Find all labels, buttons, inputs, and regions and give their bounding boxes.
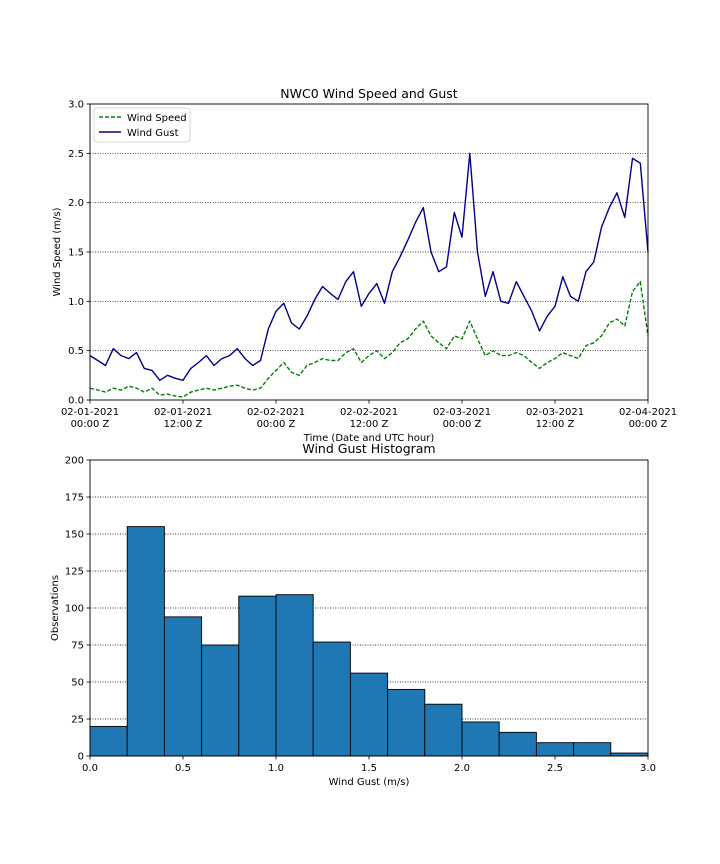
chart1-y-axis-label: Wind Speed (m/s) xyxy=(52,207,63,296)
chart2-y-tick-label: 75 xyxy=(71,641,84,652)
chart2-y-tick-label: 150 xyxy=(65,530,84,541)
chart2-x-tick-label: 1.5 xyxy=(361,763,377,774)
chart1-legend: Wind Speed Wind Gust xyxy=(93,107,191,143)
chart1-x-tick-label-hour: 00:00 Z xyxy=(629,419,668,430)
chart2-y-tick-label: 0 xyxy=(78,752,84,763)
chart1-y-tick-label: 2.5 xyxy=(68,149,84,160)
chart1-x-tick-label-hour: 12:00 Z xyxy=(350,419,389,430)
chart1-x-tick-label-date: 02-03-2021 xyxy=(433,407,491,418)
chart2-x-ticks: 0.0 0.5 1.0 1.5 2.0 2.5 3.0 xyxy=(82,756,656,774)
chart2-y-tick-label: 175 xyxy=(65,493,84,504)
chart2-x-tick-label: 3.0 xyxy=(640,763,656,774)
chart2-x-tick-label: 1.0 xyxy=(268,763,284,774)
legend-label-wind-speed: Wind Speed xyxy=(127,113,187,124)
chart2-bars xyxy=(89,526,649,757)
chart1-y-tick-label: 0.0 xyxy=(68,396,84,407)
histogram-bar xyxy=(461,721,500,757)
chart1-x-tick-label-hour: 00:00 Z xyxy=(257,419,296,430)
histogram-bar xyxy=(573,742,612,757)
histogram-bar xyxy=(126,526,165,757)
wind-gust-histogram-chart: Wind Gust Histogram 0 25 50 75 100 125 150 175 2… xyxy=(50,441,656,788)
histogram-bar xyxy=(387,688,426,757)
chart2-title: Wind Gust Histogram xyxy=(302,441,435,456)
chart2-y-tick-label: 50 xyxy=(71,678,84,689)
chart1-x-tick-label-date: 02-03-2021 xyxy=(526,407,584,418)
chart1-y-tick-label: 1.5 xyxy=(68,248,84,259)
chart1-y-tick-label: 3.0 xyxy=(68,100,84,111)
histogram-bar xyxy=(89,725,128,757)
chart1-title: NWC0 Wind Speed and Gust xyxy=(280,86,458,101)
chart1-x-tick-label-hour: 12:00 Z xyxy=(164,419,203,430)
histogram-bar xyxy=(312,641,351,757)
histogram-bar xyxy=(535,742,575,757)
chart2-y-tick-label: 125 xyxy=(65,567,84,578)
chart1-x-tick-label-hour: 00:00 Z xyxy=(443,419,482,430)
chart1-x-tick-label-hour: 12:00 Z xyxy=(536,419,575,430)
series-line-wind-speed xyxy=(89,280,649,398)
chart1-gridlines xyxy=(90,152,648,352)
histogram-bar xyxy=(238,595,277,757)
chart2-y-ticks: 0 25 50 75 100 125 150 175 200 xyxy=(65,456,90,763)
histogram-bar xyxy=(163,616,203,757)
histogram-bar xyxy=(275,594,314,757)
chart2-y-tick-label: 100 xyxy=(65,604,84,615)
histogram-bar xyxy=(349,672,389,757)
histogram-bar xyxy=(498,731,537,757)
chart1-x-tick-label-date: 02-02-2021 xyxy=(340,407,398,418)
chart1-x-tick-label-date: 02-04-2021 xyxy=(619,407,677,418)
chart1-series xyxy=(89,152,649,398)
chart1-x-tick-label-hour: 00:00 Z xyxy=(71,419,110,430)
chart2-x-tick-label: 2.0 xyxy=(454,763,470,774)
chart2-x-axis-label: Wind Gust (m/s) xyxy=(329,777,410,788)
chart1-x-tick-label-date: 02-01-2021 xyxy=(154,407,212,418)
histogram-bar xyxy=(424,703,463,757)
chart2-y-tick-label: 200 xyxy=(65,456,84,467)
chart1-x-axis-label: Time (Date and UTC hour) xyxy=(303,433,435,444)
chart1-x-tick-label-date: 02-01-2021 xyxy=(61,407,119,418)
chart1-y-tick-label: 1.0 xyxy=(68,297,84,308)
chart1-y-ticks: 0.0 0.5 1.0 1.5 2.0 2.5 3.0 xyxy=(68,100,90,407)
chart2-x-tick-label: 0.5 xyxy=(175,763,191,774)
chart2-x-tick-label: 0.0 xyxy=(82,763,98,774)
series-line-wind-gust xyxy=(89,152,649,381)
histogram-bar xyxy=(201,644,240,757)
chart1-x-tick-label-date: 02-02-2021 xyxy=(247,407,305,418)
chart2-x-tick-label: 2.5 xyxy=(547,763,563,774)
wind-speed-gust-chart: NWC0 Wind Speed and Gust 0.0 0.5 1.0 1.5 2.0… xyxy=(52,86,677,444)
chart1-plot-frame xyxy=(89,103,649,401)
legend-label-wind-gust: Wind Gust xyxy=(127,128,179,139)
chart1-y-tick-label: 0.5 xyxy=(68,346,84,357)
chart2-y-axis-label: Observations xyxy=(50,575,61,641)
chart2-y-tick-label: 25 xyxy=(71,715,84,726)
chart1-y-tick-label: 2.0 xyxy=(68,198,84,209)
